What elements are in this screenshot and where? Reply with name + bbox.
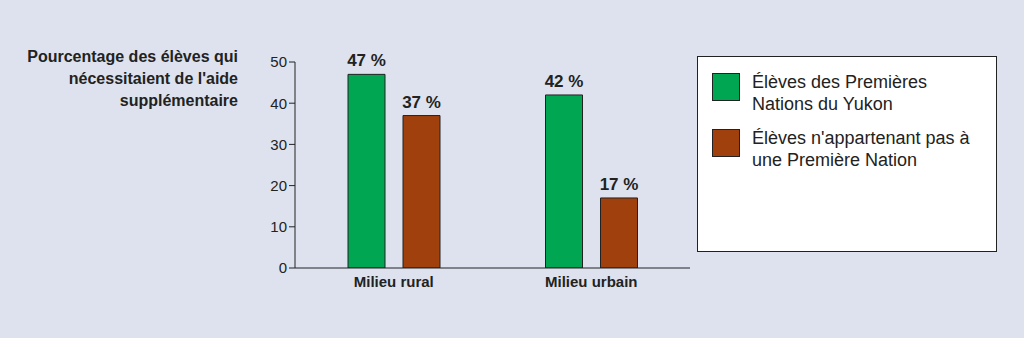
svg-text:20: 20 xyxy=(270,177,287,194)
svg-text:40: 40 xyxy=(270,95,287,112)
svg-text:0: 0 xyxy=(279,259,287,276)
svg-text:30: 30 xyxy=(270,136,287,153)
svg-text:50: 50 xyxy=(270,53,287,70)
svg-text:Milieu urbain: Milieu urbain xyxy=(545,273,638,290)
svg-text:Milieu rural: Milieu rural xyxy=(354,273,434,290)
svg-text:10: 10 xyxy=(270,218,287,235)
html-text:Élèves n'appartenant pas à une: Élèves n'appartenant pas à une Première … xyxy=(752,128,970,170)
svg-text:37 %: 37 % xyxy=(402,93,441,112)
svg-text:47 %: 47 % xyxy=(347,51,386,70)
html-text:Élèves des Premières Nations d: Élèves des Premières Nations du Yukon xyxy=(752,72,928,114)
svg-text:42 %: 42 % xyxy=(545,72,584,91)
html-text:Pourcentage des élèves qui néc: Pourcentage des élèves qui nécessitaient… xyxy=(27,48,238,109)
svg-text:17 %: 17 % xyxy=(600,175,639,194)
